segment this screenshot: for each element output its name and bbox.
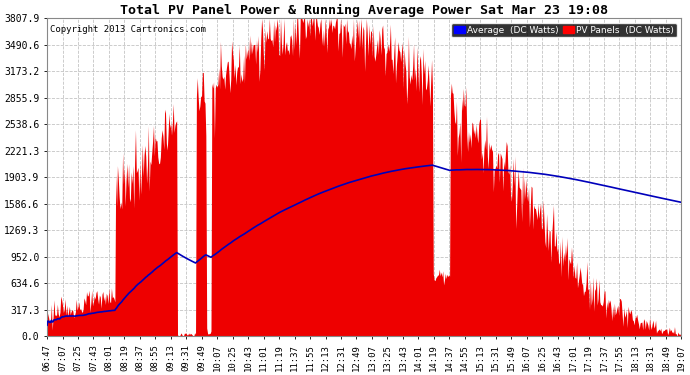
Text: Copyright 2013 Cartronics.com: Copyright 2013 Cartronics.com: [50, 25, 206, 34]
Legend: Average  (DC Watts), PV Panels  (DC Watts): Average (DC Watts), PV Panels (DC Watts): [451, 23, 677, 38]
Title: Total PV Panel Power & Running Average Power Sat Mar 23 19:08: Total PV Panel Power & Running Average P…: [120, 4, 608, 17]
